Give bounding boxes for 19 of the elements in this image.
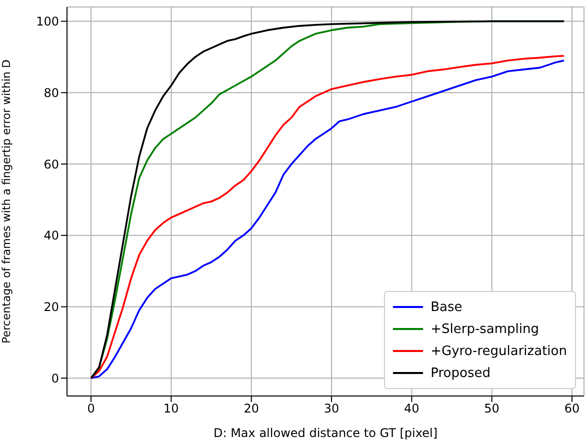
x-tick-label: 50 — [484, 402, 500, 416]
y-tick-label: 80 — [44, 86, 59, 100]
legend-label: +Slerp-sampling — [430, 322, 540, 336]
y-tick-label: 40 — [44, 228, 59, 243]
legend-label: Base — [430, 300, 462, 314]
x-tick-label: 10 — [164, 402, 179, 416]
y-tick-label: 100 — [36, 14, 59, 29]
x-tick-label: 20 — [244, 402, 259, 416]
x-tick-label: 40 — [404, 402, 420, 416]
x-tick-label: 30 — [324, 402, 340, 416]
legend-label: +Gyro-regularization — [430, 344, 567, 358]
x-tick-label: 0 — [87, 402, 95, 416]
y-tick-label: 60 — [44, 157, 59, 172]
x-axis-title: D: Max allowed distance to GT [pixel] — [213, 426, 438, 440]
y-tick-label: 20 — [44, 300, 59, 314]
legend-label: Proposed — [430, 366, 490, 380]
y-axis-title: Percentage of frames with a fingertip error within D — [0, 60, 13, 344]
y-tick-label: 0 — [51, 371, 59, 386]
x-tick-label: 60 — [564, 402, 580, 416]
